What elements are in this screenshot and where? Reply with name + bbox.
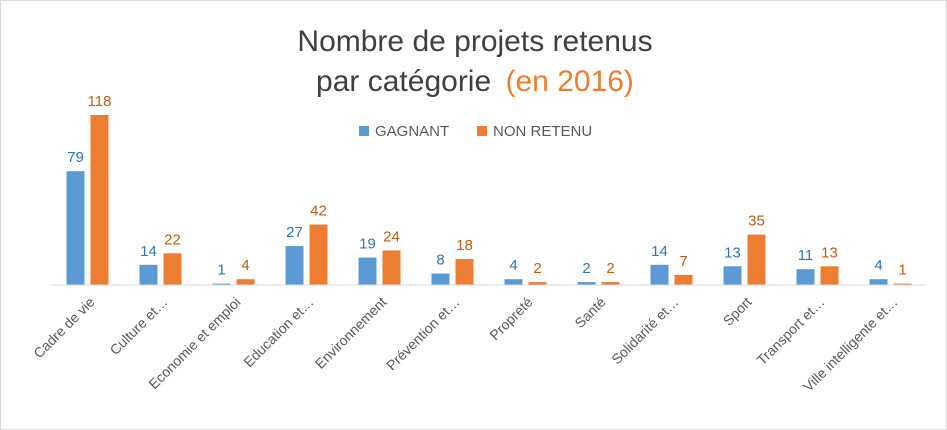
bar-non-retenu-education-et xyxy=(309,224,328,285)
bar-non-retenu-transport-et xyxy=(820,266,839,285)
chart-title-line2: par catégorie (en 2016) xyxy=(316,65,634,98)
bar-gagnant-culture-et xyxy=(139,264,158,285)
legend-swatch-non-retenu xyxy=(477,126,487,136)
data-label-non-retenu-education-et: 42 xyxy=(310,203,327,220)
bar-gagnant-cadre-de-vie xyxy=(66,171,85,285)
x-tick-label-transport-et: Transport et… xyxy=(753,294,827,368)
bar-gagnant-solidarite-et xyxy=(650,264,669,285)
bar-non-retenu-culture-et xyxy=(163,253,182,285)
data-label-gagnant-proprete: 4 xyxy=(509,257,517,274)
x-tick-label-sante: Santé xyxy=(571,294,608,331)
data-label-non-retenu-cadre-de-vie: 118 xyxy=(88,93,112,110)
bar-non-retenu-sante xyxy=(601,282,620,285)
data-label-non-retenu-transport-et: 13 xyxy=(821,244,838,261)
bar-gagnant-ville-intelligente-et xyxy=(869,279,888,285)
data-label-gagnant-environnement: 19 xyxy=(359,236,376,253)
data-label-gagnant-sport: 13 xyxy=(724,244,741,261)
data-label-non-retenu-proprete: 2 xyxy=(533,260,541,277)
bar-gagnant-prevention-et xyxy=(431,273,450,285)
data-label-gagnant-economie-et-emploi: 1 xyxy=(217,262,225,279)
bar-non-retenu-solidarite-et xyxy=(674,274,693,285)
bar-non-retenu-prevention-et xyxy=(455,259,474,285)
x-tick-label-culture-et: Culture et… xyxy=(106,294,170,358)
bar-gagnant-proprete xyxy=(504,279,523,285)
data-label-non-retenu-economie-et-emploi: 4 xyxy=(241,257,249,274)
x-tick-label-prevention-et: Prévention et… xyxy=(383,294,463,374)
data-label-non-retenu-solidarite-et: 7 xyxy=(679,253,687,270)
bar-gagnant-sport xyxy=(723,266,742,285)
chart-title-accent: (en 2016) xyxy=(506,65,634,98)
chart-title-line2-main: par catégorie xyxy=(316,65,491,98)
bar-gagnant-education-et xyxy=(285,246,304,285)
bar-non-retenu-environnement xyxy=(382,250,401,285)
data-label-gagnant-cadre-de-vie: 79 xyxy=(67,149,84,166)
bar-non-retenu-ville-intelligente-et xyxy=(893,283,912,285)
legend-label-non-retenu: NON RETENU xyxy=(493,123,592,140)
x-tick-label-proprete: Propreté xyxy=(486,294,535,343)
data-label-non-retenu-ville-intelligente-et: 1 xyxy=(898,262,906,279)
legend-swatch-gagnant xyxy=(359,126,369,136)
bar-gagnant-sante xyxy=(577,282,596,285)
data-label-gagnant-education-et: 27 xyxy=(286,224,303,241)
data-label-gagnant-sante: 2 xyxy=(582,260,590,277)
legend-label-gagnant: GAGNANT xyxy=(375,123,449,140)
data-label-gagnant-transport-et: 11 xyxy=(798,247,814,264)
data-label-gagnant-prevention-et: 8 xyxy=(436,252,444,269)
data-label-non-retenu-sante: 2 xyxy=(606,260,614,277)
data-label-gagnant-culture-et: 14 xyxy=(140,243,157,260)
x-tick-label-sport: Sport xyxy=(720,294,755,329)
data-label-non-retenu-environnement: 24 xyxy=(383,228,400,245)
bar-non-retenu-proprete xyxy=(528,282,547,285)
legend: GAGNANT NON RETENU xyxy=(359,123,592,140)
data-label-non-retenu-culture-et: 22 xyxy=(164,231,181,248)
x-tick-label-environnement: Environnement xyxy=(312,294,390,372)
x-tick-label-solidarite-et: Solidarité et… xyxy=(608,294,681,367)
bar-non-retenu-cadre-de-vie xyxy=(90,115,109,285)
data-label-non-retenu-sport: 35 xyxy=(748,213,765,230)
x-tick-label-education-et: Education et… xyxy=(240,294,316,370)
x-tick-labels: Cadre de vie Culture et…Economie et emplo… xyxy=(30,294,900,395)
bar-gagnant-transport-et xyxy=(796,269,815,285)
bar-non-retenu-economie-et-emploi xyxy=(236,279,255,285)
bar-non-retenu-sport xyxy=(747,234,766,285)
data-label-gagnant-solidarite-et: 14 xyxy=(651,243,668,260)
bar-gagnant-economie-et-emploi xyxy=(212,283,231,285)
x-tick-label-cadre-de-vie: Cadre de vie xyxy=(30,294,98,362)
bar-gagnant-environnement xyxy=(358,257,377,285)
data-label-non-retenu-prevention-et: 18 xyxy=(456,237,473,254)
data-label-gagnant-ville-intelligente-et: 4 xyxy=(874,257,882,274)
chart-title-line1: Nombre de projets retenus xyxy=(297,25,652,58)
